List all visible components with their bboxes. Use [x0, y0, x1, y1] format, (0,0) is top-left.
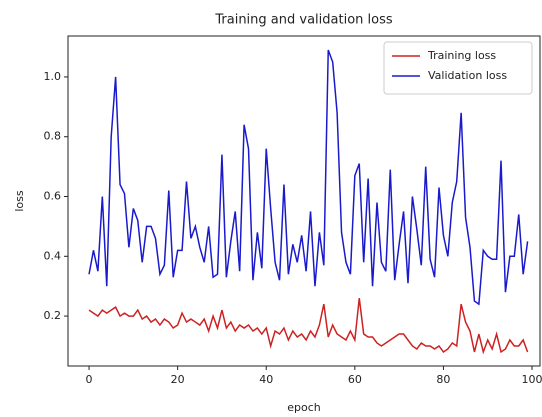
y-axis-label: loss — [13, 190, 26, 212]
x-tick-label: 20 — [171, 373, 185, 386]
y-tick-label: 0.4 — [44, 249, 62, 262]
x-tick-label: 100 — [522, 373, 542, 386]
plot-frame — [67, 35, 541, 367]
x-tick-label: 60 — [348, 373, 362, 386]
x-tick-label: 80 — [436, 373, 450, 386]
legend-label: Training loss — [427, 49, 496, 62]
data-line — [88, 49, 529, 306]
x-tick-label: 0 — [86, 373, 93, 386]
y-tick-label: 0.2 — [44, 309, 62, 322]
y-tick-label: 0.8 — [44, 130, 62, 143]
x-axis-label: epoch — [287, 401, 321, 414]
y-tick-label: 1.0 — [44, 70, 62, 83]
chart-title: Training and validation loss — [214, 13, 392, 28]
legend-box — [383, 41, 533, 95]
data-line — [88, 298, 529, 355]
y-tick-label: 0.6 — [44, 190, 62, 203]
legend-label: Validation loss — [428, 69, 507, 82]
x-tick-label: 40 — [259, 373, 273, 386]
